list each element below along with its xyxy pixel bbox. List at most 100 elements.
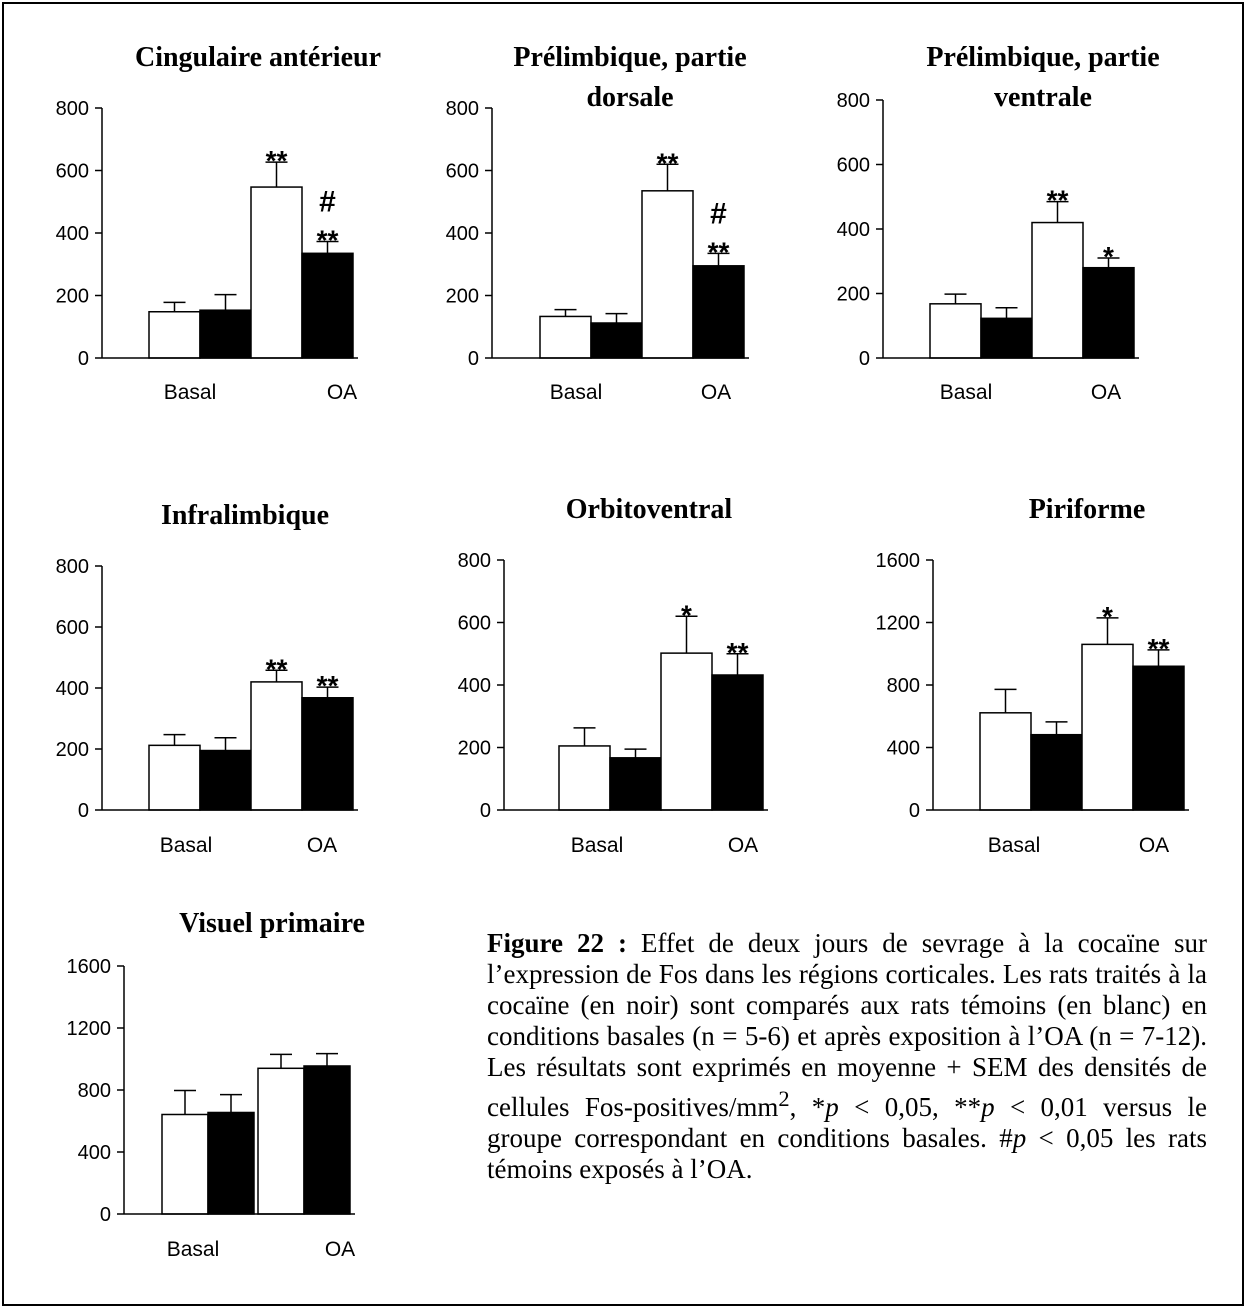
y-tick-label: 200 — [837, 284, 870, 306]
y-tick-label: 600 — [458, 613, 491, 635]
y-tick-label: 0 — [78, 348, 89, 370]
significance-marker: * — [1103, 241, 1114, 272]
bar — [558, 745, 611, 811]
y-tick-label: 400 — [887, 738, 920, 760]
bar — [980, 317, 1033, 359]
y-tick-label: 800 — [887, 675, 920, 697]
caption-p-3: p — [1012, 1123, 1027, 1153]
y-tick-label: 400 — [837, 219, 870, 241]
bar — [207, 1111, 255, 1215]
y-tick-label: 400 — [56, 678, 89, 700]
chart-title: Orbitoventral — [566, 494, 733, 525]
y-tick-label: 600 — [446, 161, 479, 183]
caption-text-3: < 0,05, ** — [838, 1092, 982, 1122]
y-tick-label: 200 — [56, 286, 89, 308]
chart-panel: Cingulaire antérieur 0 200 400 600 800 Basal OA… — [56, 42, 381, 404]
bar — [1030, 733, 1083, 811]
significance-marker: * — [1102, 601, 1113, 632]
bar — [929, 303, 982, 359]
x-tick-label: OA — [1139, 834, 1169, 857]
y-tick-label: 600 — [837, 155, 870, 177]
bar — [250, 186, 303, 359]
bar — [250, 681, 303, 811]
y-tick-label: 0 — [100, 1204, 111, 1226]
caption-text-4: < 0,01 versus le groupe correspondant en… — [487, 1092, 1208, 1153]
y-tick-label: 0 — [78, 800, 89, 822]
bar — [1082, 266, 1135, 359]
y-tick-label: 800 — [458, 550, 491, 572]
x-tick-label: OA — [325, 1238, 355, 1261]
y-tick-label: 400 — [458, 675, 491, 697]
significance-marker: * — [681, 599, 692, 630]
significance-marker: ** — [317, 224, 339, 255]
bar — [539, 315, 592, 359]
y-tick-label: 0 — [859, 348, 870, 370]
y-tick-label: 200 — [458, 738, 491, 760]
x-tick-label: Basal — [940, 381, 993, 404]
y-tick-label: 200 — [56, 739, 89, 761]
figure-label: Figure 22 : — [487, 928, 627, 958]
y-tick-label: 0 — [480, 800, 491, 822]
significance-hash: # — [710, 197, 727, 230]
chart-title: Cingulaire antérieur — [135, 42, 381, 73]
significance-marker: ** — [266, 145, 288, 176]
y-tick-label: 800 — [837, 90, 870, 112]
bar — [660, 652, 713, 811]
caption-superscript: 2 — [778, 1086, 790, 1111]
bar — [979, 712, 1032, 811]
y-tick-label: 800 — [56, 98, 89, 120]
y-tick-label: 600 — [56, 161, 89, 183]
chart-title: dorsale — [586, 82, 673, 113]
significance-marker: ** — [1047, 185, 1069, 216]
y-tick-label: 1200 — [876, 613, 921, 635]
caption-p-1: p — [825, 1092, 839, 1122]
significance-marker: ** — [266, 653, 288, 684]
x-tick-label: OA — [728, 834, 758, 857]
bar — [1081, 643, 1134, 811]
y-tick-label: 800 — [446, 98, 479, 120]
y-tick-label: 1600 — [876, 550, 921, 572]
chart-title: ventrale — [994, 82, 1092, 113]
bar — [301, 252, 354, 359]
bar — [303, 1065, 351, 1215]
y-tick-label: 800 — [78, 1080, 111, 1102]
bar — [1132, 665, 1185, 811]
bar — [161, 1113, 209, 1215]
caption-text-2: , * — [789, 1092, 826, 1122]
significance-marker: ** — [1148, 633, 1170, 664]
caption-text-5: < 0,05 les rats témoins exposés à l’OA. — [487, 1123, 1207, 1184]
y-tick-label: 1200 — [67, 1018, 112, 1040]
y-tick-label: 0 — [909, 800, 920, 822]
y-tick-label: 1600 — [67, 956, 112, 978]
bar — [590, 322, 643, 359]
x-tick-label: Basal — [571, 834, 624, 857]
y-tick-label: 800 — [56, 556, 89, 578]
bar — [692, 265, 745, 359]
y-tick-label: 600 — [56, 617, 89, 639]
bar — [199, 749, 252, 811]
y-tick-label: 400 — [56, 223, 89, 245]
x-tick-label: Basal — [550, 381, 603, 404]
chart-title: Piriforme — [1029, 494, 1146, 525]
x-tick-label: OA — [701, 381, 731, 404]
x-tick-label: Basal — [167, 1238, 220, 1261]
significance-marker: ** — [708, 236, 730, 267]
chart-panel: Prélimbique, partie ventrale 0 200 400 600 800… — [837, 42, 1160, 404]
bar — [1031, 221, 1084, 359]
significance-marker: ** — [657, 147, 679, 178]
chart-panel: Visuel primaire 0 400 800 1200 1600 Basal OA — [67, 908, 365, 1261]
y-tick-label: 400 — [78, 1142, 111, 1164]
significance-marker: ** — [727, 637, 749, 668]
chart-title: Infralimbique — [161, 500, 329, 531]
chart-title: Visuel primaire — [179, 908, 365, 939]
chart-panel: Prélimbique, partie dorsale 0 200 400 600 800 B… — [446, 42, 749, 404]
x-tick-label: OA — [327, 381, 357, 404]
caption-text-1: Effet de deux jours de sevrage à la coca… — [487, 928, 1207, 1122]
bar — [301, 697, 354, 811]
bar — [257, 1067, 305, 1215]
x-tick-label: Basal — [164, 381, 217, 404]
figure-caption: Figure 22 : Effet de deux jours de sevra… — [487, 928, 1207, 1185]
